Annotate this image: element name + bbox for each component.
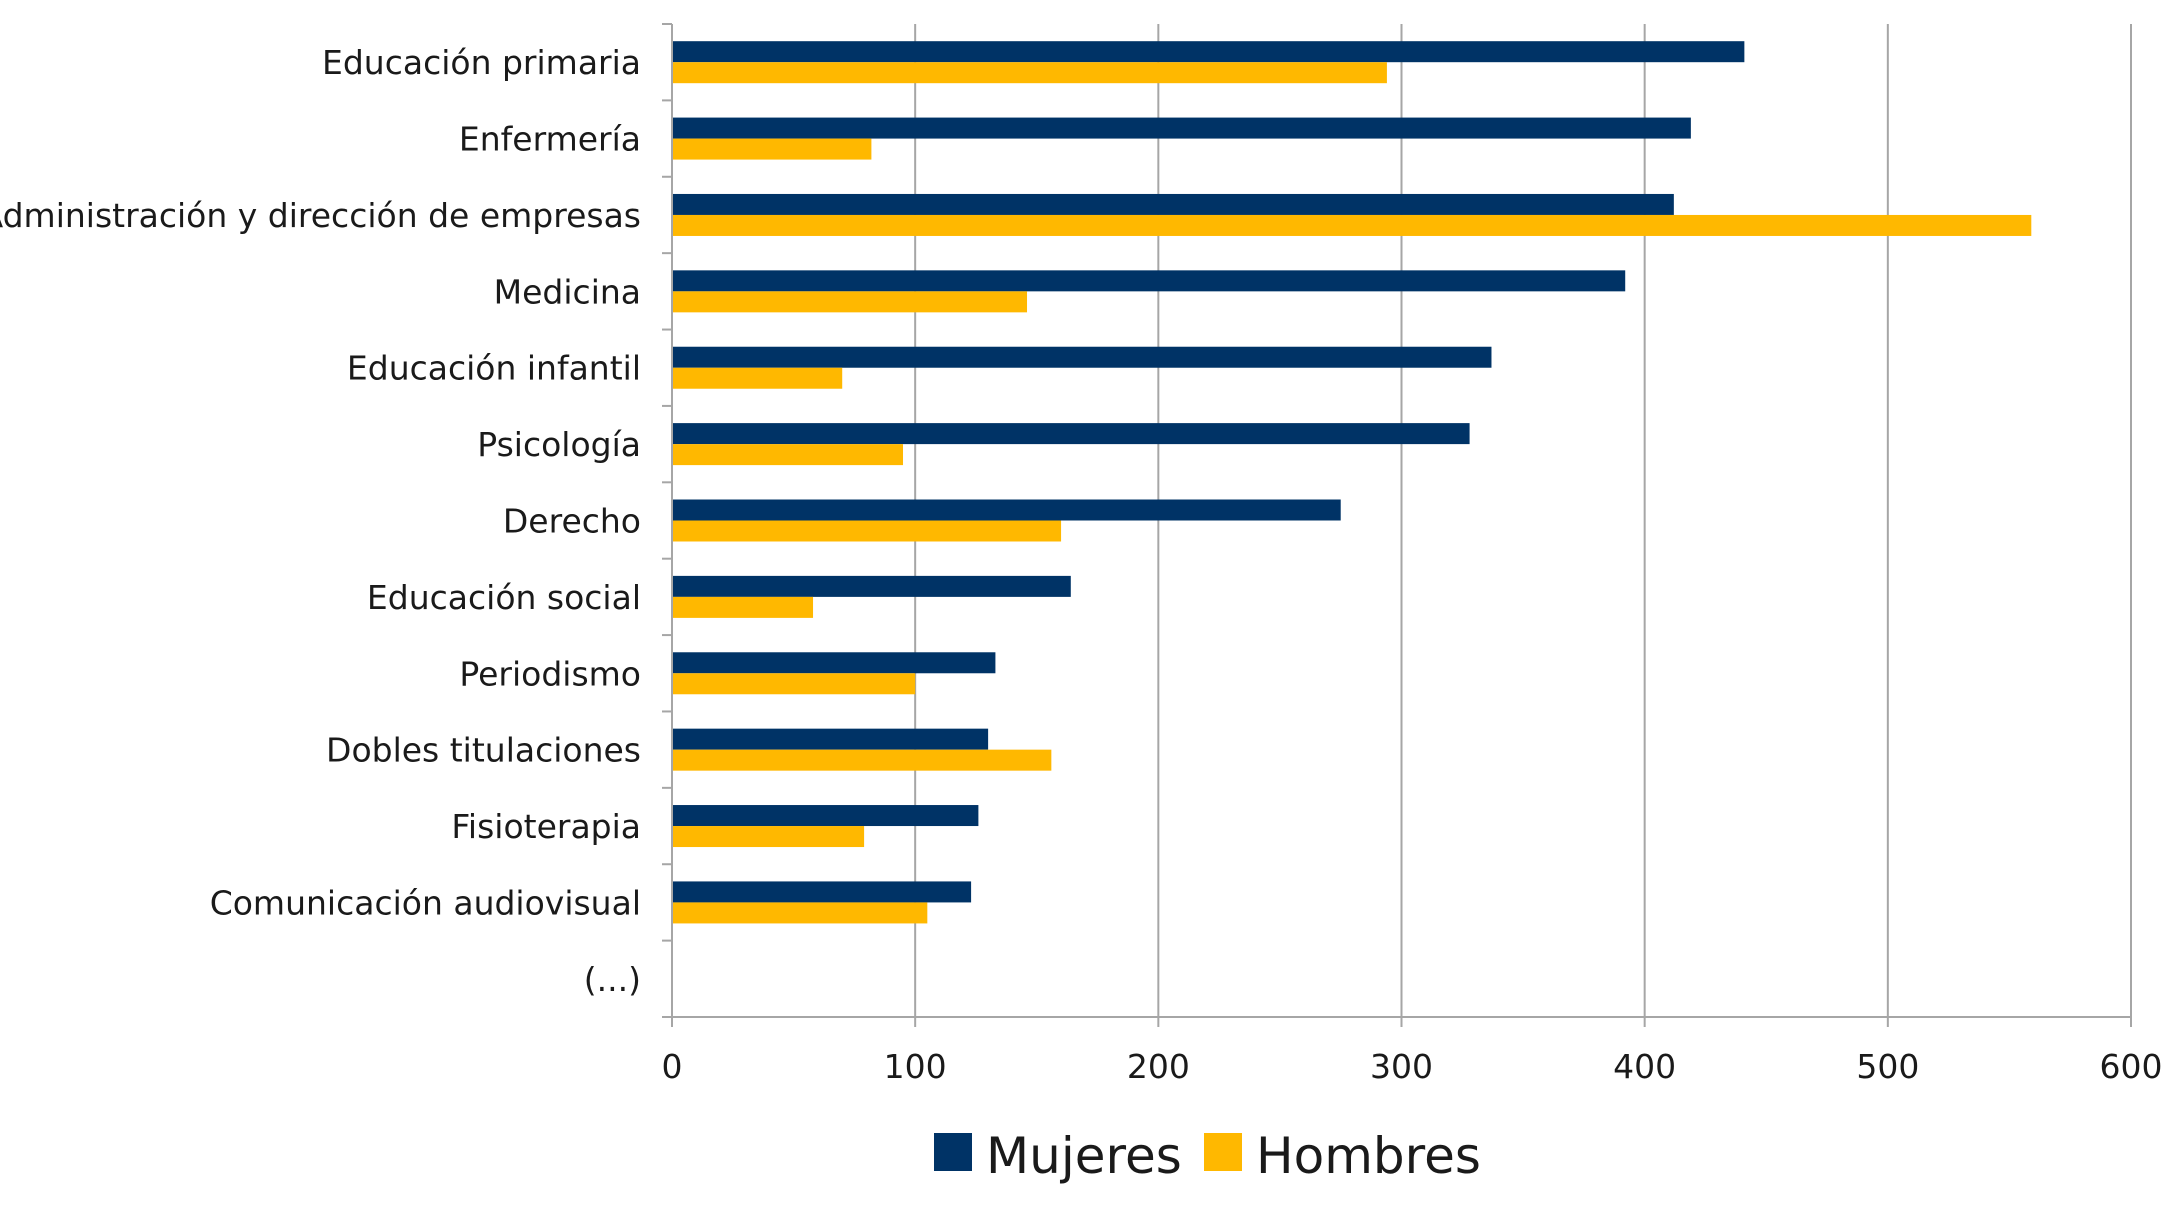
- bar-hombres: [672, 596, 814, 618]
- bar-mujeres: [672, 881, 972, 903]
- bar-hombres: [672, 367, 843, 389]
- gridlines: [914, 24, 2132, 1017]
- category-label: Educación social: [367, 578, 641, 617]
- legend-label-hombres: Hombres: [1256, 1127, 1481, 1185]
- bar-mujeres: [672, 652, 996, 674]
- bar-hombres: [672, 291, 1028, 313]
- category-label: Comunicación audiovisual: [210, 883, 641, 922]
- x-tick-label: 500: [1856, 1047, 1919, 1086]
- bar-mujeres: [672, 346, 1492, 368]
- category-labels: Educación primaria Enfermería Administraci…: [0, 43, 641, 999]
- category-label: Educación infantil: [347, 349, 641, 388]
- category-label: Educación primaria: [322, 43, 641, 82]
- category-label: Enfermería: [459, 120, 641, 159]
- x-tick-labels: 0 100 200 300 400 500 600: [662, 1047, 2163, 1086]
- bar-hombres: [672, 138, 872, 160]
- x-tick-label: 400: [1613, 1047, 1676, 1086]
- legend-swatch-mujeres: [934, 1133, 972, 1171]
- bars: [672, 41, 2032, 924]
- category-label: Medicina: [494, 272, 641, 311]
- bar-mujeres: [672, 728, 989, 750]
- bar-hombres: [672, 444, 904, 466]
- bar-hombres: [672, 902, 928, 924]
- category-label: Administración y dirección de empresas: [0, 196, 641, 235]
- bar-hombres: [672, 749, 1052, 771]
- category-label: Psicología: [477, 425, 641, 464]
- x-tick-label: 600: [2100, 1047, 2163, 1086]
- bar-hombres: [672, 826, 865, 848]
- bar-mujeres: [672, 805, 979, 827]
- bar-mujeres: [672, 575, 1071, 597]
- category-label: Fisioterapia: [451, 807, 641, 846]
- bar-hombres: [672, 62, 1387, 84]
- bar-mujeres: [672, 423, 1470, 445]
- bar-mujeres: [672, 41, 1745, 63]
- x-tick-label: 0: [662, 1047, 683, 1086]
- category-label: Dobles titulaciones: [326, 731, 641, 770]
- bar-hombres: [672, 673, 916, 695]
- x-tick-label: 100: [884, 1047, 947, 1086]
- bar-mujeres: [672, 193, 1674, 215]
- axes: [662, 23, 2132, 1027]
- x-tick-label: 300: [1370, 1047, 1433, 1086]
- category-label: Periodismo: [459, 654, 641, 693]
- legend-swatch-hombres: [1204, 1133, 1242, 1171]
- legend: Mujeres Hombres: [934, 1127, 1481, 1185]
- x-tick-label: 200: [1127, 1047, 1190, 1086]
- bar-mujeres: [672, 499, 1341, 521]
- bar-hombres: [672, 520, 1062, 542]
- category-label: (...): [584, 960, 641, 999]
- bar-mujeres: [672, 270, 1626, 292]
- bar-hombres: [672, 214, 2032, 236]
- bar-mujeres: [672, 117, 1691, 139]
- category-label: Derecho: [503, 502, 641, 541]
- legend-label-mujeres: Mujeres: [986, 1127, 1182, 1185]
